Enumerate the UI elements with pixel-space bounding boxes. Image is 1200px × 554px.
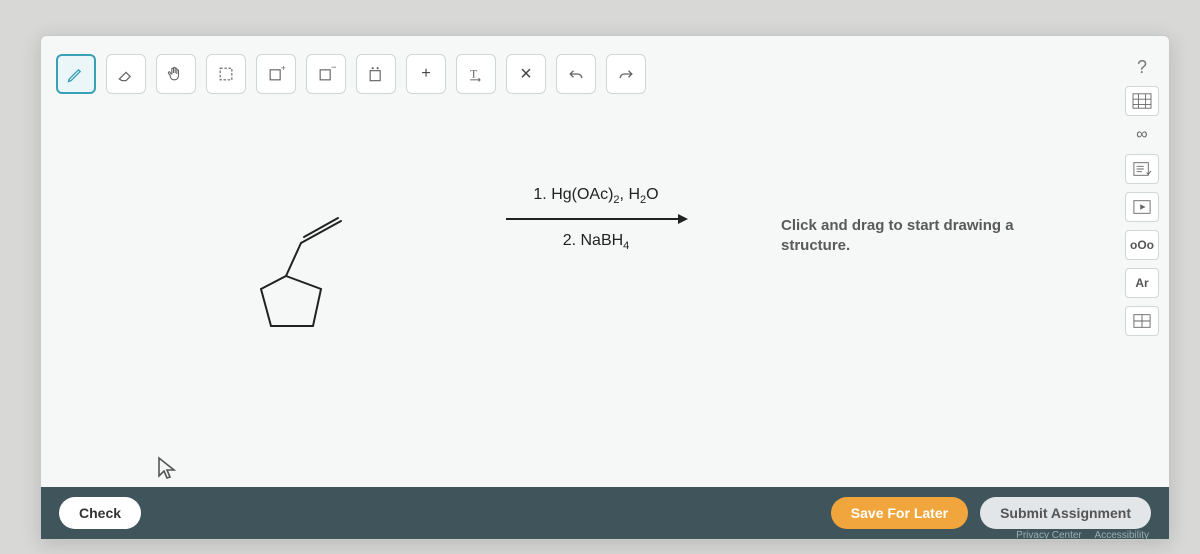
reagent-line-1: 1. Hg(OAc)2, H2O bbox=[481, 186, 711, 206]
reaction-arrow bbox=[506, 218, 686, 220]
undo-button[interactable] bbox=[556, 54, 596, 94]
reagent1-suffix: O bbox=[646, 186, 658, 203]
charge-plus-button[interactable]: + bbox=[256, 54, 296, 94]
reagent-line-2: 2. NaBH4 bbox=[481, 232, 711, 252]
starting-structure bbox=[231, 181, 381, 351]
hand-tool-button[interactable] bbox=[156, 54, 196, 94]
text-tool-button[interactable]: T bbox=[456, 54, 496, 94]
charge-minus-icon: − bbox=[316, 64, 336, 84]
pencil-tool-button[interactable] bbox=[56, 54, 96, 94]
hand-icon bbox=[166, 64, 186, 84]
save-for-later-button[interactable]: Save For Later bbox=[831, 497, 968, 529]
charge-plus-icon: + bbox=[266, 64, 286, 84]
marquee-icon bbox=[216, 64, 236, 84]
svg-text:+: + bbox=[281, 64, 286, 73]
undo-icon bbox=[566, 64, 586, 84]
submit-assignment-button[interactable]: Submit Assignment bbox=[980, 497, 1151, 529]
charge-minus-button[interactable]: − bbox=[306, 54, 346, 94]
accessibility-link[interactable]: Accessibility bbox=[1095, 530, 1149, 541]
eraser-tool-button[interactable] bbox=[106, 54, 146, 94]
pencil-icon bbox=[66, 64, 86, 84]
top-toolbar: + − + T × bbox=[56, 54, 646, 94]
add-atom-button[interactable]: + bbox=[406, 54, 446, 94]
footer-bar: Check Save For Later Submit Assignment bbox=[41, 487, 1169, 539]
reagent-block: 1. Hg(OAc)2, H2O 2. NaBH4 bbox=[481, 186, 711, 252]
redo-icon bbox=[616, 64, 636, 84]
reagent2-sub: 4 bbox=[623, 240, 629, 252]
redo-button[interactable] bbox=[606, 54, 646, 94]
privacy-link[interactable]: Privacy Center bbox=[1016, 530, 1082, 541]
drawing-canvas[interactable]: 1. Hg(OAc)2, H2O 2. NaBH4 Click and drag… bbox=[41, 106, 1169, 479]
delete-tool-button[interactable]: × bbox=[506, 54, 546, 94]
app-frame: + − + T × ? ∞ oOo Ar bbox=[40, 35, 1170, 540]
reagent2-prefix: 2. NaBH bbox=[563, 232, 623, 249]
help-icon: ? bbox=[1137, 57, 1147, 78]
reagent1-prefix: 1. Hg(OAc) bbox=[533, 186, 613, 203]
check-button[interactable]: Check bbox=[59, 497, 141, 529]
lone-pair-button[interactable] bbox=[356, 54, 396, 94]
eraser-icon bbox=[116, 64, 136, 84]
svg-text:T: T bbox=[470, 67, 477, 80]
close-icon: × bbox=[520, 63, 532, 86]
text-icon: T bbox=[466, 64, 486, 84]
lone-pair-icon bbox=[366, 64, 386, 84]
plus-icon: + bbox=[421, 65, 430, 83]
cursor-icon bbox=[156, 456, 178, 488]
help-button[interactable]: ? bbox=[1131, 56, 1153, 78]
reagent1-mid: , H bbox=[620, 186, 640, 203]
footer-links: Privacy Center Accessibility bbox=[1006, 530, 1149, 541]
svg-text:−: − bbox=[331, 64, 336, 74]
draw-prompt: Click and drag to start drawing a struct… bbox=[781, 216, 1041, 255]
marquee-tool-button[interactable] bbox=[206, 54, 246, 94]
